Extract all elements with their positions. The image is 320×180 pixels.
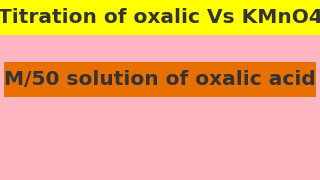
Bar <box>4 62 316 97</box>
Bar <box>0 0 320 35</box>
Text: Titration of oxalic Vs KMnO4: Titration of oxalic Vs KMnO4 <box>0 8 320 27</box>
Text: M/50 solution of oxalic acid: M/50 solution of oxalic acid <box>4 70 316 89</box>
